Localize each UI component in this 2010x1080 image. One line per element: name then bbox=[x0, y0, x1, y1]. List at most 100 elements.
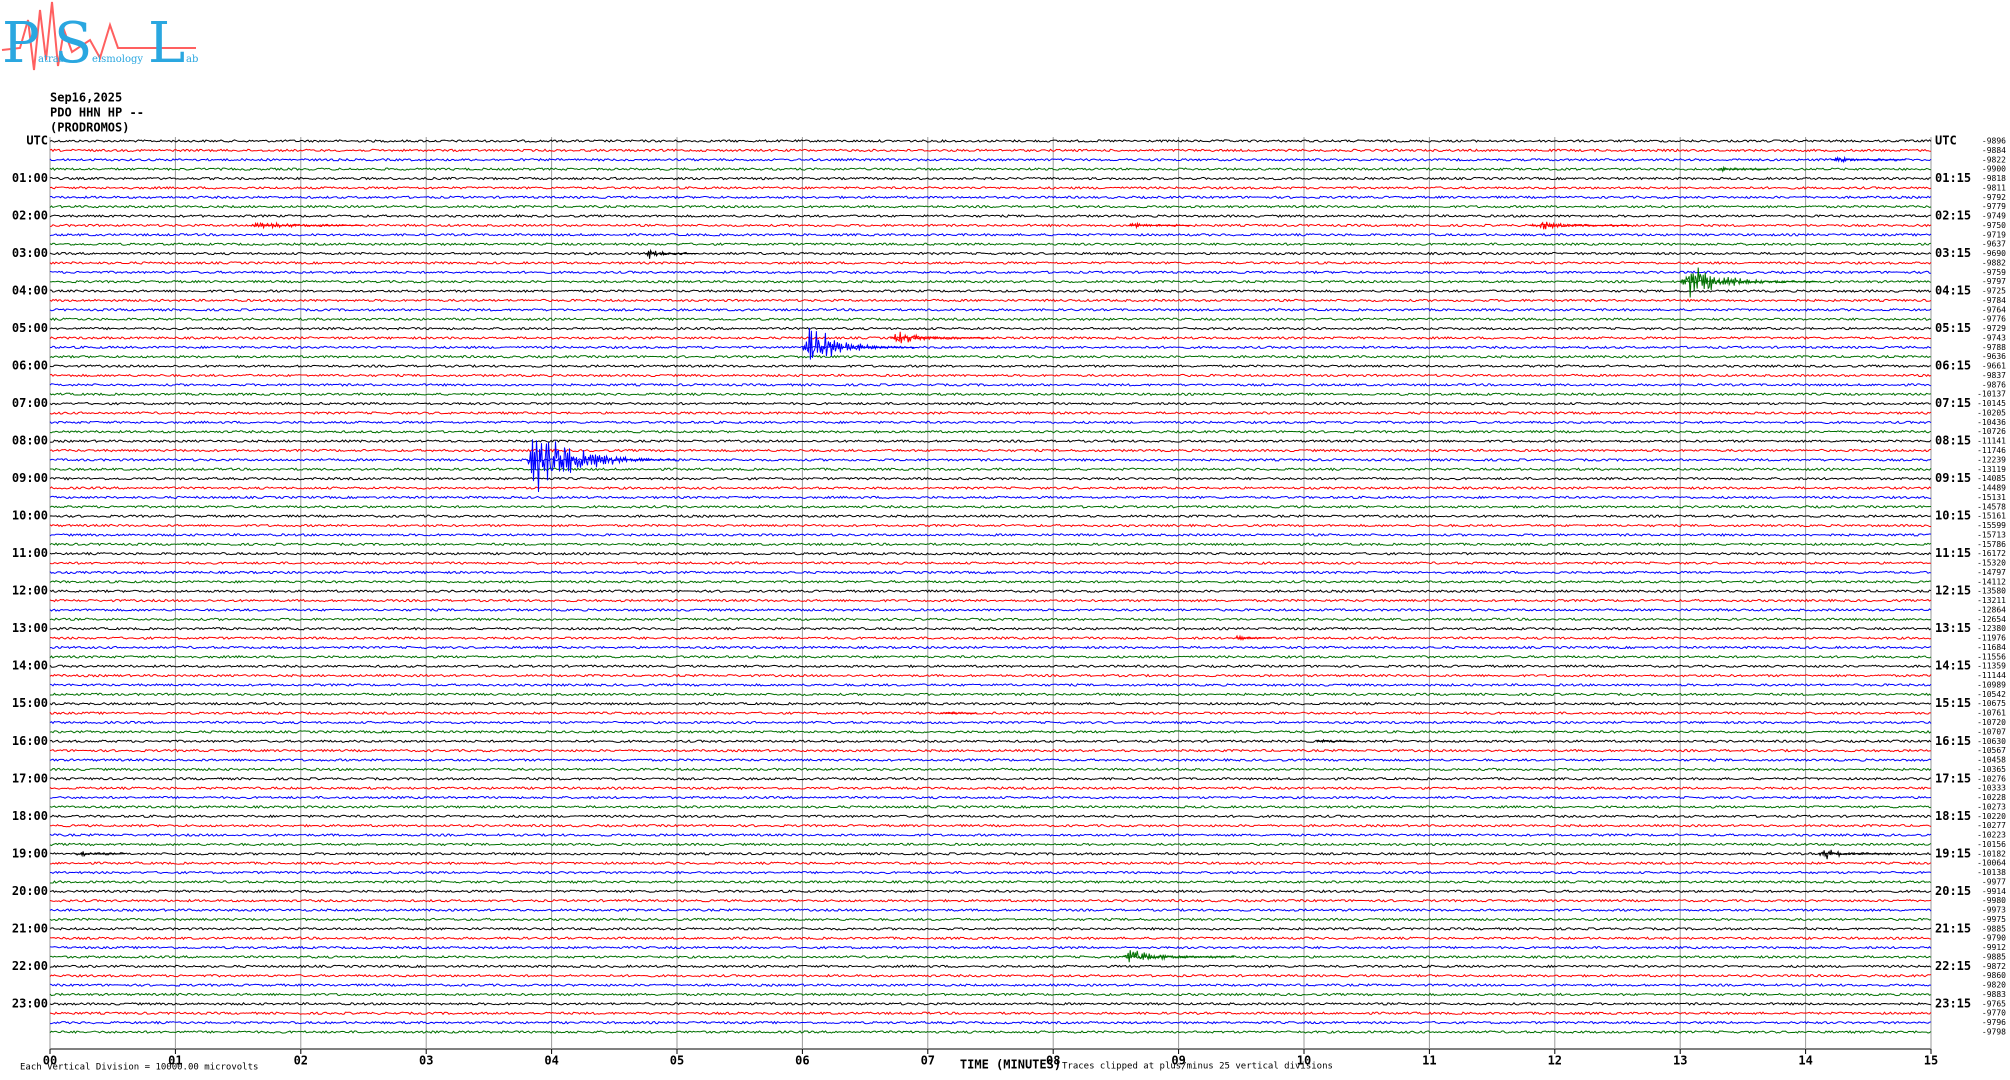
row-time-right: 07:15 bbox=[1935, 396, 1971, 410]
row-time-right: 02:15 bbox=[1935, 209, 1971, 223]
trace bbox=[49, 1020, 1932, 1025]
trace bbox=[49, 204, 1932, 209]
trace-offset: -10989 bbox=[1977, 680, 2006, 689]
trace-offset: -10182 bbox=[1977, 849, 2006, 858]
trace-offset: -9860 bbox=[1982, 971, 2006, 980]
trace bbox=[49, 636, 1932, 640]
trace bbox=[49, 776, 1932, 781]
trace-offset: -9719 bbox=[1982, 230, 2006, 239]
trace bbox=[49, 589, 1932, 594]
row-time-left: 20:00 bbox=[12, 884, 48, 898]
trace-offset: -11141 bbox=[1977, 437, 2006, 446]
x-tick-label: 09 bbox=[1171, 1054, 1185, 1068]
trace-offset: -9975 bbox=[1982, 915, 2006, 924]
trace-offset: -11359 bbox=[1977, 662, 2006, 671]
trace-offset: -10567 bbox=[1977, 746, 2006, 755]
trace-offset: -9822 bbox=[1982, 155, 2006, 164]
trace-offset: -9977 bbox=[1982, 877, 2006, 886]
row-time-right: 16:15 bbox=[1935, 734, 1971, 748]
trace-offset: -10761 bbox=[1977, 709, 2006, 718]
trace bbox=[49, 279, 1932, 284]
trace-offset: -9792 bbox=[1982, 193, 2006, 202]
trace bbox=[49, 889, 1932, 894]
trace-offset: -9883 bbox=[1982, 990, 2006, 999]
trace-offset: -9980 bbox=[1982, 896, 2006, 905]
trace-offset: -15713 bbox=[1977, 530, 2006, 539]
trace bbox=[49, 795, 1932, 800]
seismic-event bbox=[75, 851, 126, 858]
logo-letter: P bbox=[2, 11, 40, 76]
trace bbox=[49, 345, 1932, 350]
x-tick-label: 07 bbox=[921, 1054, 935, 1068]
row-time-left: 13:00 bbox=[12, 621, 48, 635]
trace bbox=[49, 261, 1932, 265]
trace-offset: -9725 bbox=[1982, 287, 2006, 296]
trace bbox=[49, 851, 1932, 856]
row-time-right: UTC bbox=[1935, 134, 1957, 148]
x-tick-label: 14 bbox=[1798, 1054, 1812, 1068]
row-time-right: 01:15 bbox=[1935, 171, 1971, 185]
trace-offset: -15161 bbox=[1977, 512, 2006, 521]
row-time-left: 22:00 bbox=[12, 959, 48, 973]
trace-offset: -10675 bbox=[1977, 699, 2006, 708]
trace bbox=[49, 486, 1932, 490]
trace-offset: -11556 bbox=[1977, 652, 2006, 661]
trace bbox=[49, 692, 1932, 697]
row-time-left: 09:00 bbox=[12, 471, 48, 485]
seismic-event bbox=[1121, 950, 1235, 963]
trace bbox=[49, 251, 1932, 256]
trace bbox=[49, 504, 1932, 509]
trace bbox=[49, 739, 1932, 744]
trace bbox=[49, 411, 1932, 415]
trace-offset: -10436 bbox=[1977, 418, 2006, 427]
trace-offset: -16172 bbox=[1977, 549, 2006, 558]
trace-offset: -10138 bbox=[1977, 868, 2006, 877]
trace-offset: -9743 bbox=[1982, 333, 2006, 342]
trace-offset: -15599 bbox=[1977, 521, 2006, 530]
x-tick-label: 01 bbox=[168, 1054, 182, 1068]
trace-offset: -10220 bbox=[1977, 812, 2006, 821]
date: Sep16,2025 bbox=[50, 91, 122, 105]
row-time-left: 10:00 bbox=[12, 509, 48, 523]
trace-offset: -9798 bbox=[1982, 1028, 2006, 1037]
trace-offset: -9900 bbox=[1982, 165, 2006, 174]
trace bbox=[49, 542, 1932, 547]
trace-offset: -12654 bbox=[1977, 615, 2006, 624]
seismic-event bbox=[1817, 849, 1894, 860]
trace-offset: -10542 bbox=[1977, 690, 2006, 699]
seismic-event bbox=[801, 327, 915, 360]
trace-offset: -14578 bbox=[1977, 502, 2006, 511]
trace-offset: -10145 bbox=[1977, 399, 2006, 408]
x-tick-label: 15 bbox=[1924, 1054, 1938, 1068]
seismic-event bbox=[526, 439, 677, 492]
seismic-event bbox=[1128, 221, 1191, 230]
x-tick-label: 12 bbox=[1548, 1054, 1562, 1068]
trace bbox=[49, 917, 1932, 922]
logo-word: ab bbox=[186, 54, 198, 65]
trace bbox=[49, 392, 1932, 397]
row-time-right: 23:15 bbox=[1935, 996, 1971, 1010]
trace-offset: -10276 bbox=[1977, 774, 2006, 783]
trace-offset: -14085 bbox=[1977, 474, 2006, 483]
trace bbox=[49, 514, 1932, 519]
row-time-right: 17:15 bbox=[1935, 771, 1971, 785]
trace bbox=[49, 448, 1932, 453]
row-time-left: 06:00 bbox=[12, 359, 48, 373]
trace bbox=[49, 608, 1932, 612]
trace bbox=[49, 195, 1932, 200]
row-time-left: 23:00 bbox=[12, 996, 48, 1010]
trace-offset: -9765 bbox=[1982, 999, 2006, 1008]
trace-offset: -9690 bbox=[1982, 249, 2006, 258]
trace bbox=[49, 758, 1932, 762]
logo-letter: L bbox=[148, 11, 185, 76]
trace bbox=[49, 336, 1932, 340]
x-tick-label: 11 bbox=[1422, 1054, 1436, 1068]
trace bbox=[49, 401, 1932, 406]
trace-offset: -9749 bbox=[1982, 212, 2006, 221]
trace bbox=[49, 223, 1932, 228]
trace bbox=[49, 523, 1932, 528]
trace bbox=[49, 617, 1932, 622]
trace-offset: -9796 bbox=[1982, 1018, 2006, 1027]
x-tick-label: 13 bbox=[1673, 1054, 1687, 1068]
trace bbox=[49, 429, 1932, 434]
